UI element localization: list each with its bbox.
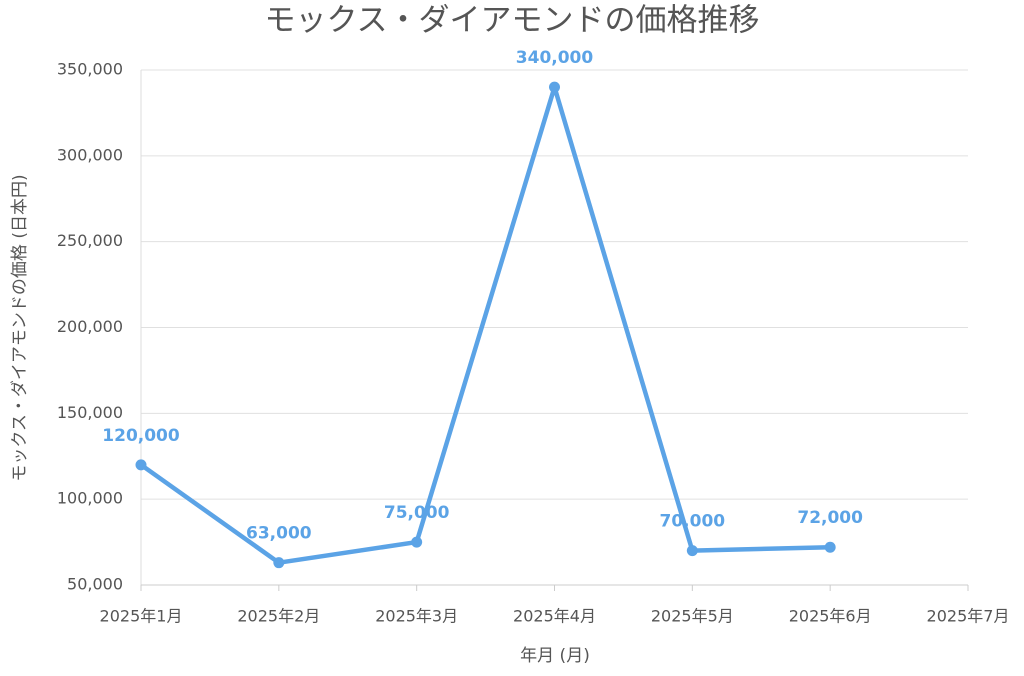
x-tick-label: 2025年2月 [237, 607, 320, 626]
y-tick-label: 300,000 [57, 145, 123, 164]
value-label: 75,000 [384, 503, 450, 523]
point [549, 81, 560, 93]
value-label: 63,000 [246, 524, 312, 544]
y-tick-label: 50,000 [67, 575, 123, 594]
point [135, 459, 147, 471]
value-label: 120,000 [102, 426, 180, 446]
x-axis-label: 年月 (月) [520, 646, 590, 666]
x-tick-label: 2025年1月 [100, 607, 183, 626]
value-label: 70,000 [660, 512, 726, 532]
y-tick-label: 250,000 [57, 231, 123, 250]
x-tick-label: 2025年7月 [927, 607, 1010, 626]
value-label: 340,000 [516, 48, 594, 68]
y-axis-label: モックス・ダイアモンドの価格 (日本円) [10, 174, 30, 481]
point [411, 536, 423, 548]
point [273, 557, 285, 569]
line [139, 84, 831, 565]
y-tick-label: 150,000 [57, 403, 123, 422]
value-label: 72,000 [797, 508, 863, 528]
y-tick-label: 200,000 [57, 317, 123, 336]
x-tick-label: 2025年6月 [789, 607, 872, 626]
x-tick-label: 2025年5月 [651, 607, 734, 626]
point [824, 541, 836, 553]
x-tick-label: 2025年4月 [513, 607, 596, 626]
y-tick-label: 350,000 [57, 60, 123, 79]
point [686, 545, 698, 557]
chart-title: モックス・ダイアモンドの価格推移 [264, 3, 759, 39]
x-tick-label: 2025年3月 [375, 607, 458, 626]
y-tick-label: 100,000 [57, 489, 123, 508]
